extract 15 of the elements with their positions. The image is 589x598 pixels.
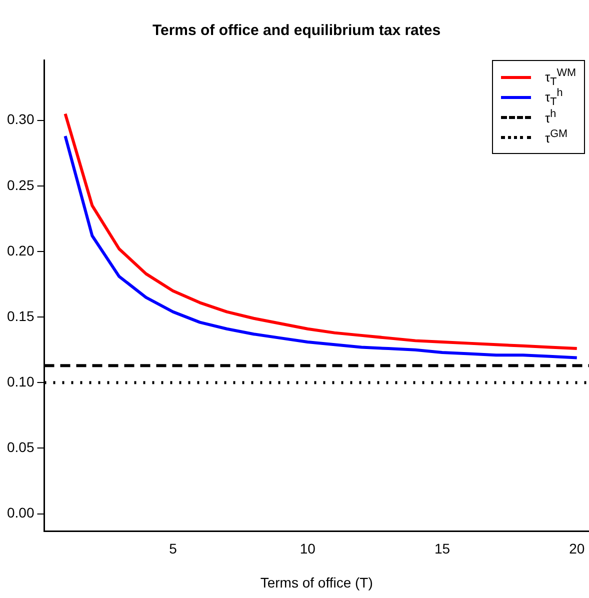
x-tick-label: 10 (300, 540, 316, 557)
x-axis-title: Terms of office (T) (260, 574, 373, 590)
y-tick-label: 0.05 (7, 439, 34, 456)
chart-title: Terms of office and equilibrium tax rates (152, 22, 441, 40)
y-tick-label: 0.25 (7, 176, 34, 193)
y-tick-label: 0.15 (7, 308, 34, 324)
x-tick-label: 20 (569, 540, 585, 557)
legend-label: τ$^{h}$ (544, 108, 556, 126)
y-tick-label: 0.00 (7, 504, 34, 521)
x-tick-label: 5 (169, 540, 178, 557)
legend-label: τ$^{GM}$ (544, 128, 568, 146)
y-tick-label: 0.20 (7, 242, 34, 258)
y-tick-label: 0.30 (7, 111, 34, 128)
x-tick-label: 15 (434, 540, 450, 557)
y-tick-label: 0.10 (7, 374, 34, 390)
